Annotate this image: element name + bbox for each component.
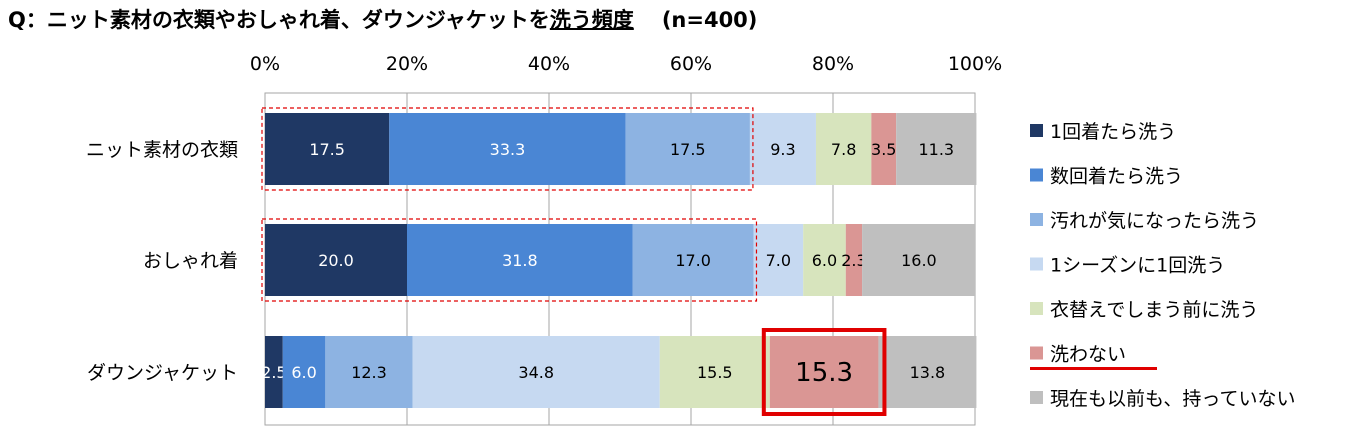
bar-segment xyxy=(325,336,413,408)
legend-swatch xyxy=(1030,302,1043,315)
legend-swatch xyxy=(1030,124,1043,137)
data-label: 12.3 xyxy=(351,363,387,382)
data-label: 11.3 xyxy=(918,140,954,159)
x-tick-label: 100% xyxy=(948,53,1002,75)
chart-title-underlined: 洗う頻度 xyxy=(549,8,634,32)
x-tick-label: 40% xyxy=(528,53,570,75)
x-tick-label: 0% xyxy=(250,53,280,75)
bar-segment xyxy=(412,336,660,408)
data-label: 20.0 xyxy=(318,251,354,270)
data-label: 13.8 xyxy=(910,363,946,382)
data-label: 2.3 xyxy=(841,251,866,270)
legend-swatch xyxy=(1030,168,1043,182)
bar-segment xyxy=(896,113,977,185)
data-label: 3.5 xyxy=(871,140,896,159)
category-label: おしゃれ着 xyxy=(143,250,238,272)
bar-segment xyxy=(862,224,976,296)
category-label: ニット素材の衣類 xyxy=(86,139,238,161)
chart-title-sample-size: (n=400) xyxy=(661,8,758,32)
data-label: 6.0 xyxy=(291,363,316,382)
x-tick-label: 20% xyxy=(386,53,428,75)
bar-segment xyxy=(769,336,879,408)
data-label: 6.0 xyxy=(812,251,837,270)
legend-swatch xyxy=(1030,257,1043,271)
bar-segment xyxy=(625,113,750,185)
bar-segment xyxy=(265,224,407,296)
chart-title-prefix: Q：ニット素材の衣類やおしゃれ着、ダウンジャケットを xyxy=(8,8,550,32)
chart-title: Q：ニット素材の衣類やおしゃれ着、ダウンジャケットを洗う頻度 (n=400) xyxy=(8,4,757,34)
data-label: 31.8 xyxy=(502,251,538,270)
legend-swatch xyxy=(1030,346,1043,360)
legend-label: 衣替えでしまう前に洗う xyxy=(1050,299,1258,321)
data-label: 17.5 xyxy=(309,140,345,159)
bar-segment xyxy=(803,224,846,296)
category-label: ダウンジャケット xyxy=(87,362,238,384)
data-label: 33.3 xyxy=(490,140,526,159)
legend-label: 現在も以前も、持っていない xyxy=(1050,388,1295,410)
x-tick-label: 80% xyxy=(812,53,854,75)
bar-segment xyxy=(265,113,390,185)
bar-segment xyxy=(753,224,804,296)
bar-segment xyxy=(389,113,626,185)
highlight-dashed-box xyxy=(261,218,758,302)
bar-segment xyxy=(815,113,872,185)
highlight-dashed-box xyxy=(261,107,754,191)
bar-segment xyxy=(845,224,863,296)
data-label: 7.8 xyxy=(831,140,856,159)
legend-label: 1シーズンに1回洗う xyxy=(1050,255,1225,277)
data-label: 9.3 xyxy=(770,140,795,159)
data-label: 15.3 xyxy=(795,358,853,388)
bar-segment xyxy=(282,336,326,408)
data-label: 34.8 xyxy=(518,363,554,382)
data-label: 2.5 xyxy=(261,363,286,382)
bar-segment xyxy=(878,336,977,408)
x-tick-label: 60% xyxy=(670,53,712,75)
bar-segment xyxy=(659,336,770,408)
data-label: 7.0 xyxy=(766,251,791,270)
legend-label: 汚れが気になったら洗う xyxy=(1050,210,1259,232)
legend-label: 数回着たら洗う xyxy=(1050,166,1183,188)
bar-segment xyxy=(407,224,633,296)
data-label: 17.0 xyxy=(675,251,711,270)
bar-segment xyxy=(749,113,816,185)
legend-label: 洗わない xyxy=(1050,344,1126,366)
data-label: 17.5 xyxy=(670,140,706,159)
legend-swatch xyxy=(1030,213,1043,226)
highlight-solid-box xyxy=(761,328,887,416)
bar-segment xyxy=(265,336,283,408)
bar-segment xyxy=(632,224,754,296)
legend-label: 1回着たら洗う xyxy=(1050,121,1176,143)
data-label: 15.5 xyxy=(697,363,733,382)
bar-segment xyxy=(871,113,897,185)
data-label: 16.0 xyxy=(901,251,937,270)
legend-swatch xyxy=(1030,391,1043,404)
